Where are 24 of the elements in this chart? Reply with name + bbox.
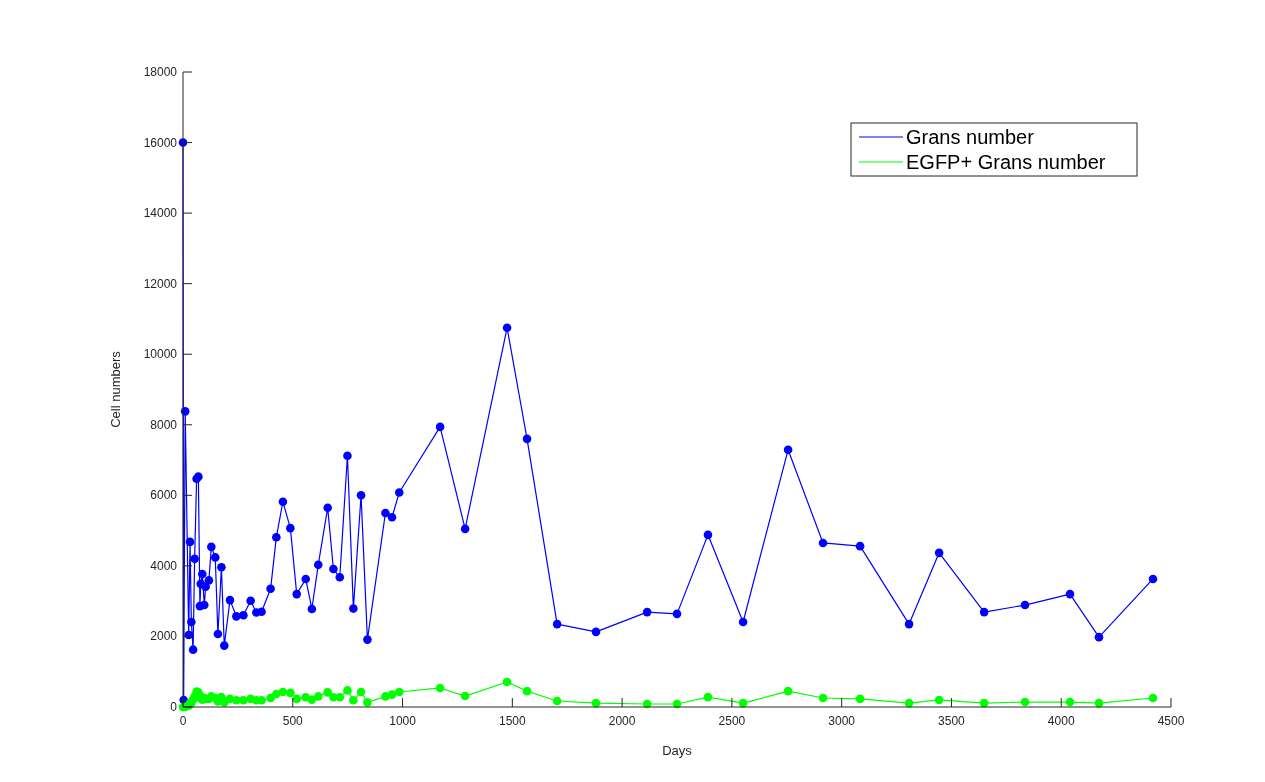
y-tick-label: 18000 (143, 65, 178, 79)
x-tick-label: 1500 (498, 714, 526, 728)
y-tick-label: 2000 (150, 629, 178, 644)
y-axis-title: Cell numbers (108, 350, 123, 428)
x-tick-label: 500 (282, 714, 304, 728)
x-tick-label: 2500 (718, 714, 746, 728)
x-tick-label: 0 (179, 714, 187, 728)
y-tick-label: 6000 (150, 488, 178, 503)
y-tick-label: 4000 (150, 558, 178, 573)
y-tick-label: 14000 (143, 206, 178, 221)
y-tick-label: 16000 (143, 135, 178, 150)
legend-label: EGFP+ Grans number (906, 151, 1106, 173)
legend-label: Grans number (906, 126, 1035, 148)
x-tick-label: 1000 (389, 714, 417, 728)
x-tick-label: 4000 (1047, 714, 1075, 728)
y-tick-label: 8000 (150, 417, 178, 432)
y-tick-label: 12000 (143, 276, 178, 291)
y-tick-label: 10000 (143, 347, 178, 362)
x-tick-label: 3000 (828, 714, 856, 728)
x-tick-label: 4500 (1157, 714, 1185, 728)
x-axis-title: Days (662, 743, 693, 758)
x-tick-label: 3500 (938, 714, 966, 728)
x-tick-label: 2000 (608, 714, 636, 728)
y-tick-label: 0 (170, 700, 178, 714)
